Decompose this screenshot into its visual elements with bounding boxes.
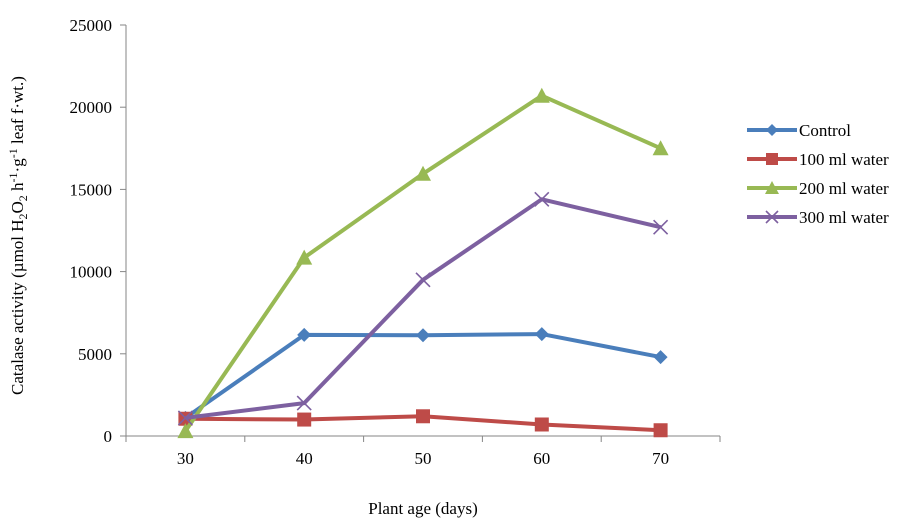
y-axis-title-part: 2: [16, 213, 30, 219]
legend-label: 300 ml water: [799, 208, 889, 227]
data-point: [296, 395, 312, 411]
y-axis-title-part: O: [8, 201, 27, 213]
series-200-ml-water: [177, 87, 669, 439]
data-point: [177, 423, 194, 439]
y-axis-title-part: Catalase activity (µmol H: [8, 219, 27, 395]
data-point: [653, 350, 668, 365]
legend-label: Control: [799, 121, 851, 140]
y-axis-title-part: h: [8, 182, 27, 195]
legend-marker: [766, 124, 778, 136]
legend-item: 200 ml water: [747, 179, 889, 198]
y-tick-label: 10000: [70, 263, 113, 282]
data-point: [416, 409, 430, 424]
series-group: [177, 87, 669, 439]
data-point: [177, 410, 193, 426]
x-tick-label: 60: [533, 449, 550, 468]
legend-label: 200 ml water: [799, 179, 889, 198]
data-point: [653, 423, 668, 438]
data-point: [297, 327, 312, 342]
data-point: [652, 140, 669, 156]
data-point: [534, 327, 549, 342]
legend-marker: [766, 153, 778, 165]
data-point: [415, 272, 431, 288]
legend: Control 100 ml water 200 ml water 300 ml wa…: [747, 121, 889, 227]
legend-item: 100 ml water: [747, 150, 889, 169]
legend-item: Control: [747, 121, 851, 140]
data-point: [297, 412, 312, 427]
x-tick-label: 70: [652, 449, 669, 468]
data-point: [415, 165, 431, 181]
y-tick-label: 0: [104, 427, 113, 446]
data-point: [534, 191, 550, 207]
y-axis-title-part: leaf f·wt.): [8, 76, 27, 148]
y-tick-label: 25000: [70, 16, 113, 35]
y-tick-label: 20000: [70, 98, 113, 117]
axes: 0 5000 10000 15000 20000 25000 30 40 50 60 70: [70, 16, 721, 468]
series-300-ml-water: [177, 191, 669, 426]
legend-item: 300 ml water: [747, 208, 889, 227]
data-point: [534, 417, 549, 432]
x-axis-title: Plant age (days): [368, 499, 478, 518]
data-point: [296, 249, 313, 265]
y-axis-title-part: ·g: [8, 158, 27, 173]
x-tick-label: 50: [415, 449, 432, 468]
data-point: [416, 328, 430, 343]
y-axis-title-part: -1: [6, 148, 20, 158]
y-axis-title-part: -1: [6, 172, 20, 182]
x-tick-label: 40: [296, 449, 313, 468]
y-tick-label: 5000: [78, 345, 112, 364]
data-point: [653, 219, 669, 235]
series-line: [183, 93, 662, 433]
legend-marker: [765, 210, 779, 224]
series-line: [184, 332, 661, 420]
legend-marker: [765, 181, 779, 194]
y-axis-title-part: 2: [16, 195, 30, 201]
x-tick-label: 30: [177, 449, 194, 468]
legend-label: 100 ml water: [799, 150, 889, 169]
series-100-ml-water: [178, 409, 668, 438]
y-axis-title: Catalase activity (µmol H2O2 h-1·g-1 lea…: [6, 76, 30, 395]
data-point: [533, 87, 550, 103]
y-tick-label: 15000: [70, 180, 113, 199]
series-line: [185, 197, 662, 420]
